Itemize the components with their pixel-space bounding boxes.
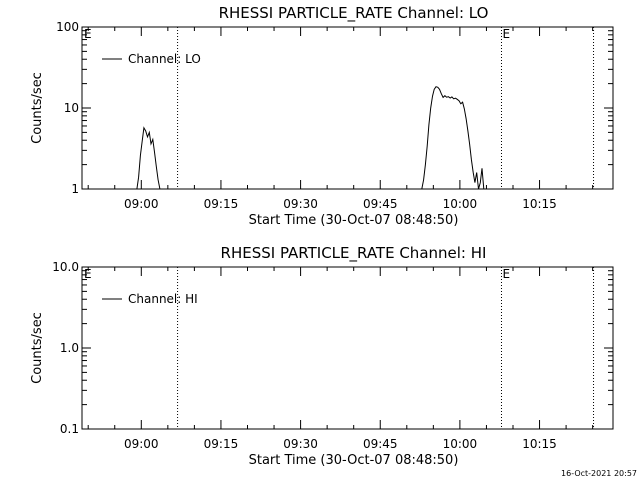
x-axis-label: Start Time (30-Oct-07 08:48:50)	[249, 453, 459, 468]
x-tick-label: 09:30	[283, 437, 318, 451]
x-tick-label: 10:15	[522, 197, 557, 211]
chart-panel-0: RHESSI PARTICLE_RATE Channel: LO 1 10 100 09…	[30, 4, 614, 228]
y-tick-label: 10.0	[52, 260, 79, 274]
chart-panel-1: RHESSI PARTICLE_RATE Channel: HI 0.1 1.0 10…	[30, 244, 614, 468]
y-axis-label: Counts/sec	[30, 312, 45, 384]
chart-title: RHESSI PARTICLE_RATE Channel: HI	[221, 244, 487, 263]
x-tick-label: 10:00	[443, 437, 478, 451]
y-tick-label: 100	[56, 20, 79, 34]
x-tick-label: 09:15	[204, 437, 239, 451]
event-marker-label: E	[502, 27, 510, 41]
y-tick-label: 10	[64, 101, 79, 115]
footer-timestamp: 16-Oct-2021 20:57	[561, 469, 637, 478]
x-tick-label: 09:45	[363, 197, 398, 211]
x-tick-label: 09:00	[124, 437, 159, 451]
x-tick-label: 10:00	[443, 197, 478, 211]
x-tick-label: 10:15	[522, 437, 557, 451]
legend-label: Channel: LO	[128, 52, 201, 66]
y-tick-label: 1.0	[60, 341, 79, 355]
y-tick-label: 1	[71, 182, 79, 196]
x-tick-label: 09:15	[204, 197, 239, 211]
x-tick-label: 09:45	[363, 437, 398, 451]
corner-label: E	[84, 27, 92, 41]
y-tick-label: 0.1	[60, 422, 79, 436]
x-axis-label: Start Time (30-Oct-07 08:48:50)	[249, 213, 459, 228]
corner-label: E	[84, 267, 92, 281]
legend-label: Channel: HI	[128, 292, 198, 306]
y-axis-label: Counts/sec	[30, 72, 45, 144]
chart-title: RHESSI PARTICLE_RATE Channel: LO	[219, 4, 489, 23]
series-line-segment	[136, 126, 162, 190]
series-line-segment	[421, 86, 485, 190]
event-marker-label: E	[502, 267, 510, 281]
x-tick-label: 09:00	[124, 197, 159, 211]
x-tick-label: 09:30	[283, 197, 318, 211]
